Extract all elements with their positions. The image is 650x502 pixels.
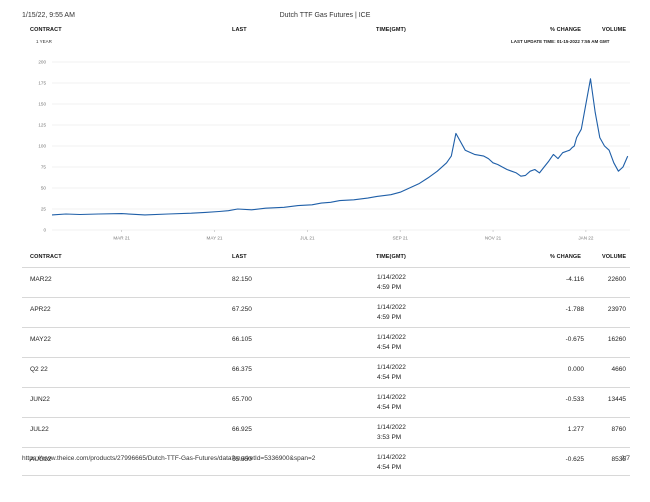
y-tick-label: 50 [41,186,47,191]
row-last: 66.925 [232,426,252,433]
x-tick-label: JUL 21 [300,236,315,241]
table-row-divider [22,297,630,298]
row-volume: 8760 [611,426,626,433]
row-volume: 8535 [611,456,626,463]
y-tick-label: 25 [41,207,47,212]
table-row-divider [22,447,630,448]
header-change: % CHANGE [550,27,582,33]
table-header-change: % CHANGE [550,254,582,260]
row-change: -0.533 [565,396,584,403]
row-time: 4:54 PM [377,404,402,411]
y-tick-label: 175 [38,81,46,86]
row-date: 1/14/2022 [377,364,406,371]
table-row-divider [22,327,630,328]
table-header-volume: VOLUME [602,254,627,260]
row-volume: 13445 [607,396,626,403]
row-time: 4:54 PM [377,344,402,351]
row-contract: AUG22 [30,456,52,463]
page-number: 2/7 [620,455,630,462]
row-change: 0.000 [567,366,584,373]
row-date: 1/14/2022 [377,334,406,341]
table-row-divider [22,387,630,388]
row-time: 4:59 PM [377,284,402,291]
table-header-last: LAST [232,254,247,260]
row-date: 1/14/2022 [377,454,406,461]
x-tick-label: NOV 21 [485,236,502,241]
row-last: 66.105 [232,336,252,343]
row-time: 3:53 PM [377,434,402,441]
row-time: 4:59 PM [377,314,402,321]
y-tick-label: 125 [38,123,46,128]
y-tick-label: 0 [43,228,46,233]
row-contract: JUN22 [30,396,50,403]
page-url: https://www.theice.com/products/27996665… [22,455,316,462]
row-volume: 23970 [607,306,626,313]
header-contract: CONTRACT [30,27,62,33]
row-change: -4.116 [566,276,584,283]
header-time: TIME(GMT) [376,27,406,33]
row-contract: JUL22 [30,426,49,433]
row-last: 66.375 [232,366,252,373]
x-tick-label: SEP 21 [392,236,408,241]
table-bottom-divider [22,475,630,476]
row-time: 4:54 PM [377,464,402,471]
row-date: 1/14/2022 [377,424,406,431]
row-change: -1.788 [565,306,584,313]
x-tick-label: MAY 21 [207,236,223,241]
row-change: -0.625 [565,456,584,463]
row-date: 1/14/2022 [377,394,406,401]
row-date: 1/14/2022 [377,304,406,311]
print-datetime: 1/15/22, 9:55 AM [22,12,75,19]
table-header-time: TIME(GMT) [376,254,406,260]
table-row-divider [22,267,630,268]
row-change: -0.675 [565,336,584,343]
table-row-divider [22,357,630,358]
row-time: 4:54 PM [377,374,402,381]
range-selector-1-year[interactable]: 1 YEAR [36,39,52,44]
table-header-contract: CONTRACT [30,254,62,260]
row-contract: MAY22 [30,336,51,343]
row-contract: MAR22 [30,276,52,283]
table-row-divider [22,417,630,418]
y-tick-label: 100 [38,144,46,149]
last-update-time: LAST UPDATE TIME: 01-15-2022 7:55 AM GMT [511,39,610,44]
row-date: 1/14/2022 [377,274,406,281]
header-last: LAST [232,27,247,33]
price-series-line [51,78,629,216]
y-tick-label: 150 [38,102,46,107]
price-line-chart: 0 25 50 75 100 125 150 175 200 MAR 21 MAY 21 JUL 21… [38,60,630,241]
row-last: 65.550 [232,456,252,463]
row-volume: 16260 [607,336,626,343]
y-tick-label: 200 [38,60,46,65]
row-volume: 4660 [611,366,626,373]
y-tick-label: 75 [41,165,47,170]
row-volume: 22600 [607,276,626,283]
row-last: 65.700 [232,396,252,403]
x-tick-label: MAR 21 [113,236,130,241]
header-volume: VOLUME [602,27,627,33]
row-contract: Q2 22 [30,366,48,373]
row-last: 82.150 [232,276,252,283]
row-last: 67.250 [232,306,252,313]
row-change: 1.277 [567,426,584,433]
row-contract: APR22 [30,306,51,313]
print-title: Dutch TTF Gas Futures | ICE [279,12,371,19]
x-tick-label: JAN 22 [578,236,594,241]
